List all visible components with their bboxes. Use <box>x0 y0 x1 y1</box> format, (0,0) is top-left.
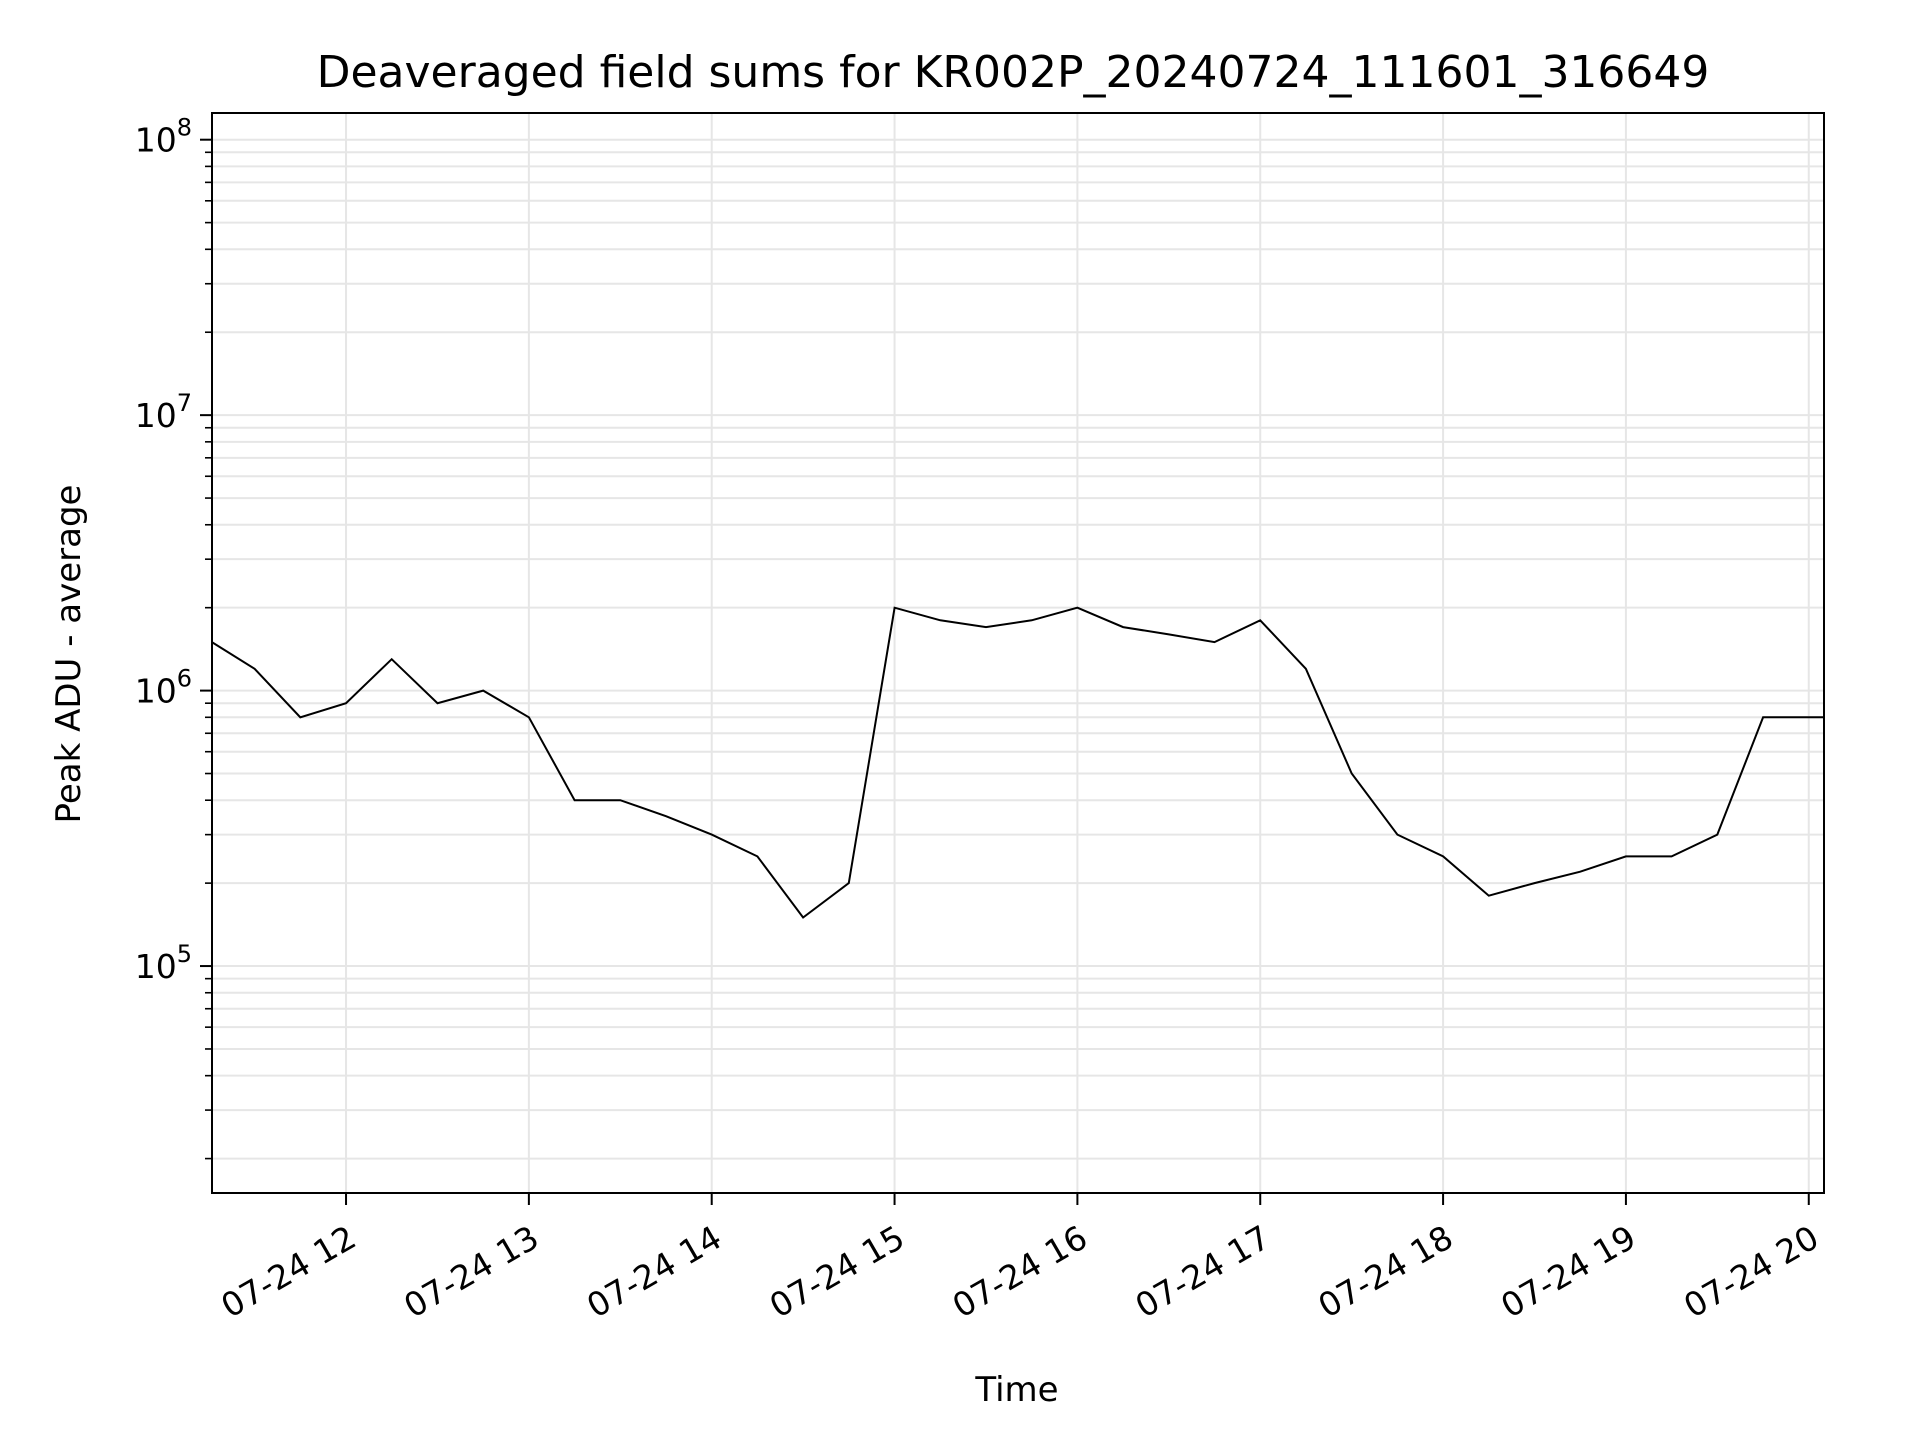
grid <box>212 113 1824 1193</box>
series-line <box>211 606 1824 919</box>
y-tick-label: 106 <box>135 665 192 711</box>
y-axis: 105 106 107 108 <box>135 114 212 1160</box>
chart-title: Deaveraged field sums for KR002P_2024072… <box>317 47 1710 98</box>
y-axis-label: Peak ADU - average <box>49 485 89 824</box>
y-tick-label: 107 <box>135 389 192 435</box>
data-line-group <box>211 606 1824 919</box>
x-axis-label: Time <box>974 1370 1058 1410</box>
y-tick-label: 105 <box>135 940 192 986</box>
plot-frame <box>211 112 1825 1194</box>
y-tick-label: 108 <box>135 114 192 160</box>
